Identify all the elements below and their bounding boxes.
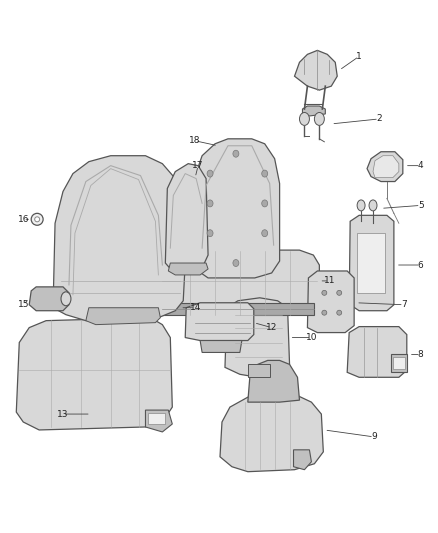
Ellipse shape [262,230,268,237]
Text: 11: 11 [324,277,335,285]
Text: 18: 18 [189,136,201,146]
Text: 4: 4 [418,161,424,170]
Ellipse shape [207,200,213,207]
Polygon shape [373,156,399,177]
Ellipse shape [207,230,213,237]
Polygon shape [293,450,311,470]
Ellipse shape [233,260,239,266]
Polygon shape [29,287,69,311]
Ellipse shape [337,290,342,295]
Text: 15: 15 [18,300,29,309]
Ellipse shape [35,217,40,222]
Polygon shape [53,156,185,321]
Ellipse shape [369,200,377,211]
Polygon shape [220,392,323,472]
Polygon shape [349,215,394,311]
Polygon shape [145,410,172,432]
Text: 14: 14 [190,303,201,312]
Polygon shape [307,271,354,333]
Polygon shape [185,303,254,341]
Text: 2: 2 [376,115,382,124]
Ellipse shape [357,200,365,211]
Polygon shape [357,233,385,293]
Polygon shape [155,250,319,314]
Polygon shape [248,365,270,377]
Polygon shape [16,318,172,430]
Ellipse shape [262,200,268,207]
Polygon shape [162,303,314,314]
Polygon shape [393,358,405,369]
Polygon shape [303,106,325,116]
Polygon shape [367,152,403,182]
Ellipse shape [207,170,213,177]
Ellipse shape [262,170,268,177]
Text: 9: 9 [371,432,377,441]
Text: 17: 17 [192,161,204,170]
Polygon shape [200,341,242,352]
Text: 1: 1 [356,52,362,61]
Polygon shape [165,164,208,273]
Text: 7: 7 [401,300,407,309]
Polygon shape [391,354,407,373]
Ellipse shape [337,310,342,315]
Polygon shape [168,263,208,275]
Text: 10: 10 [306,333,317,342]
Text: 5: 5 [418,201,424,210]
Polygon shape [347,327,407,377]
Text: 8: 8 [418,350,424,359]
Ellipse shape [322,290,327,295]
Ellipse shape [314,112,324,125]
Polygon shape [225,298,290,377]
Ellipse shape [300,112,309,125]
Text: 6: 6 [418,261,424,270]
Ellipse shape [31,213,43,225]
Polygon shape [294,51,337,90]
Polygon shape [248,360,300,402]
Ellipse shape [61,292,71,306]
Text: 12: 12 [266,323,277,332]
Polygon shape [86,308,160,325]
Ellipse shape [322,310,327,315]
Polygon shape [148,413,165,424]
Ellipse shape [233,150,239,157]
Polygon shape [192,139,279,278]
Text: 16: 16 [18,215,29,224]
Text: 13: 13 [57,409,69,418]
